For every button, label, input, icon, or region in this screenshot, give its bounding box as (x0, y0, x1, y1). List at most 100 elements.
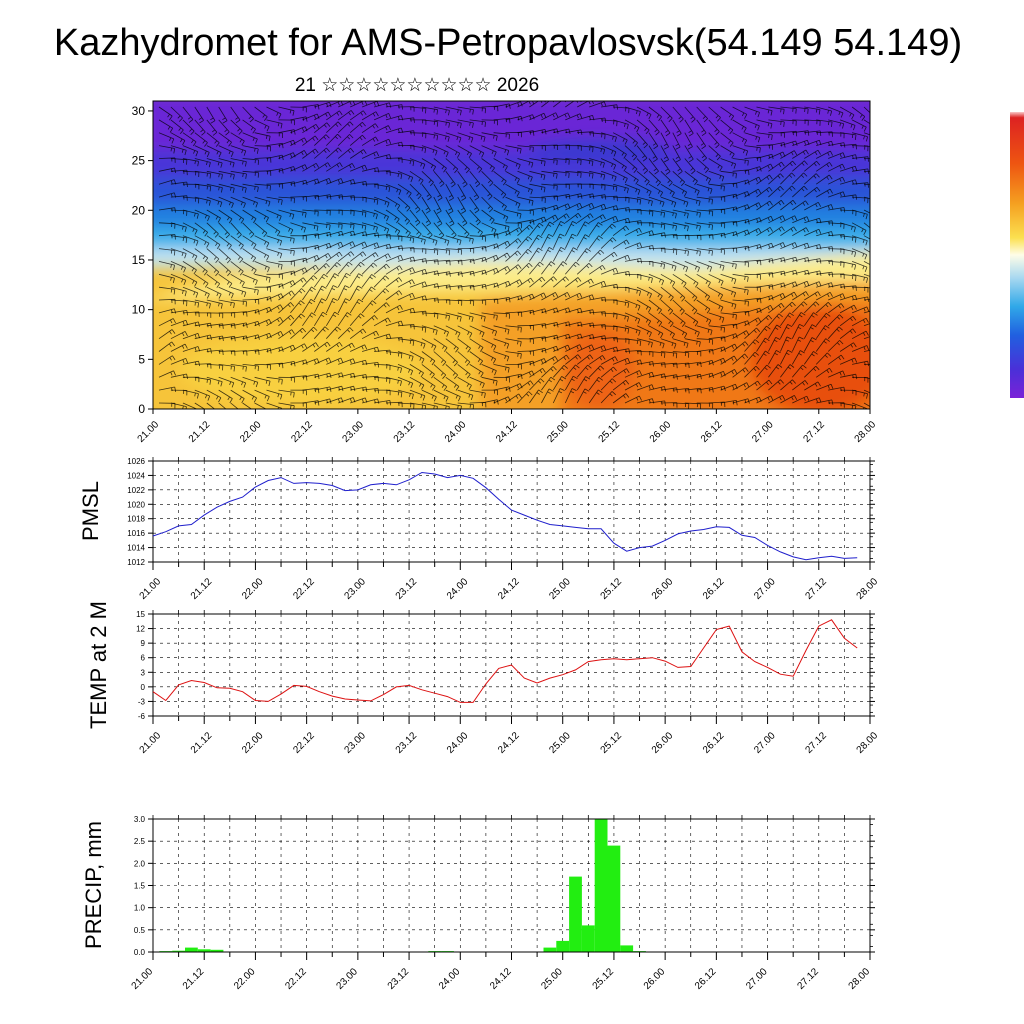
wind-barb (170, 195, 188, 201)
wind-barb (577, 145, 594, 153)
wind-barb (242, 286, 259, 295)
wind-barb (397, 279, 415, 288)
wind-barb (505, 196, 521, 209)
wind-barb (720, 299, 737, 310)
wind-barb (254, 389, 270, 402)
wind-barb (720, 286, 737, 298)
wind-barb (732, 106, 748, 119)
precip-x-tick-label: 25.00 (539, 966, 565, 992)
wind-barb (648, 106, 662, 121)
wind-barb (158, 119, 174, 133)
wind-barb (493, 145, 510, 156)
wind-barb (325, 273, 340, 288)
cs-y-tick-label: 0 (138, 402, 145, 416)
wind-barb (720, 355, 738, 365)
wind-barb (385, 183, 402, 195)
wind-barb (409, 402, 427, 409)
wind-barb (206, 209, 221, 223)
wind-barb (469, 389, 486, 398)
wind-barb (565, 158, 582, 166)
wind-barb (457, 351, 471, 367)
wind-barb (553, 158, 570, 165)
cs-x-tick-label: 24.12 (494, 419, 520, 445)
wind-barb (684, 248, 701, 257)
wind-barb (314, 263, 330, 275)
wind-barb (326, 326, 341, 339)
wind-barb (756, 226, 774, 237)
wind-barb (230, 402, 239, 409)
precip-x-tick-label: 22.12 (283, 966, 309, 992)
wind-barb (600, 391, 616, 404)
wind-barb (696, 170, 712, 184)
wind-barb (302, 148, 319, 159)
wind-barb (828, 163, 846, 172)
wind-barb (170, 286, 187, 297)
wind-barb (517, 380, 534, 391)
wind-barb (636, 384, 655, 391)
wind-barb (744, 188, 762, 198)
wind-barb (804, 106, 821, 115)
wind-barb (588, 235, 603, 249)
wind-barb (576, 388, 590, 404)
wind-barb (266, 106, 282, 119)
wind-barb (816, 150, 834, 159)
wind-barb (756, 395, 774, 404)
wind-barb (218, 376, 235, 388)
wind-barb (326, 341, 343, 352)
wind-barb (624, 299, 641, 311)
wind-barb (254, 145, 271, 152)
wind-barb (564, 388, 577, 404)
wind-barb (373, 275, 390, 288)
wind-barb (493, 386, 511, 392)
wind-barb (278, 196, 295, 204)
wind-barb (624, 196, 642, 205)
pmsl-y-tick-label: 1026 (127, 457, 145, 466)
wind-barb (708, 106, 721, 122)
wind-barb (708, 371, 726, 378)
wind-barb (696, 132, 707, 150)
wind-barb (433, 183, 443, 201)
wind-barb (433, 325, 449, 337)
wind-barb (469, 376, 485, 389)
wind-barb (182, 106, 194, 123)
wind-barb (565, 212, 582, 224)
wind-barb (839, 328, 857, 340)
wind-barb (636, 325, 652, 338)
wind-barb (230, 170, 247, 179)
wind-barb (409, 325, 427, 333)
wind-barb (266, 331, 284, 340)
wind-barb (708, 325, 725, 333)
wind-barb (254, 364, 271, 370)
wind-barb (780, 395, 798, 404)
wind-barb (314, 111, 332, 121)
wind-barb (791, 350, 805, 365)
wind-barb (493, 132, 510, 140)
wind-barb (361, 209, 378, 220)
wind-barb (624, 338, 642, 346)
wind-barb (290, 277, 307, 288)
wind-barb (780, 226, 797, 237)
wind-barb (529, 367, 546, 378)
wind-barb (445, 209, 455, 227)
wind-barb (242, 196, 258, 208)
wind-barb (672, 132, 681, 150)
wind-barb (505, 338, 522, 347)
wind-barb (170, 209, 188, 216)
wind-barb (254, 183, 271, 191)
wind-barb (816, 204, 834, 211)
cs-x-tick-label: 27.12 (801, 419, 827, 445)
wind-barb (696, 183, 713, 194)
wind-barb (170, 235, 188, 243)
wind-barb (708, 183, 725, 192)
wind-barb (445, 248, 463, 255)
wind-barb (600, 378, 617, 391)
wind-barb (636, 286, 652, 299)
wind-barb (541, 112, 559, 121)
wind-barb (397, 222, 411, 237)
wind-barb (660, 158, 671, 175)
wind-barb (445, 376, 460, 391)
wind-barb (206, 235, 221, 250)
wind-barb (361, 252, 379, 262)
wind-barb (756, 325, 771, 339)
temp-y-tick-label: 0 (141, 683, 146, 692)
